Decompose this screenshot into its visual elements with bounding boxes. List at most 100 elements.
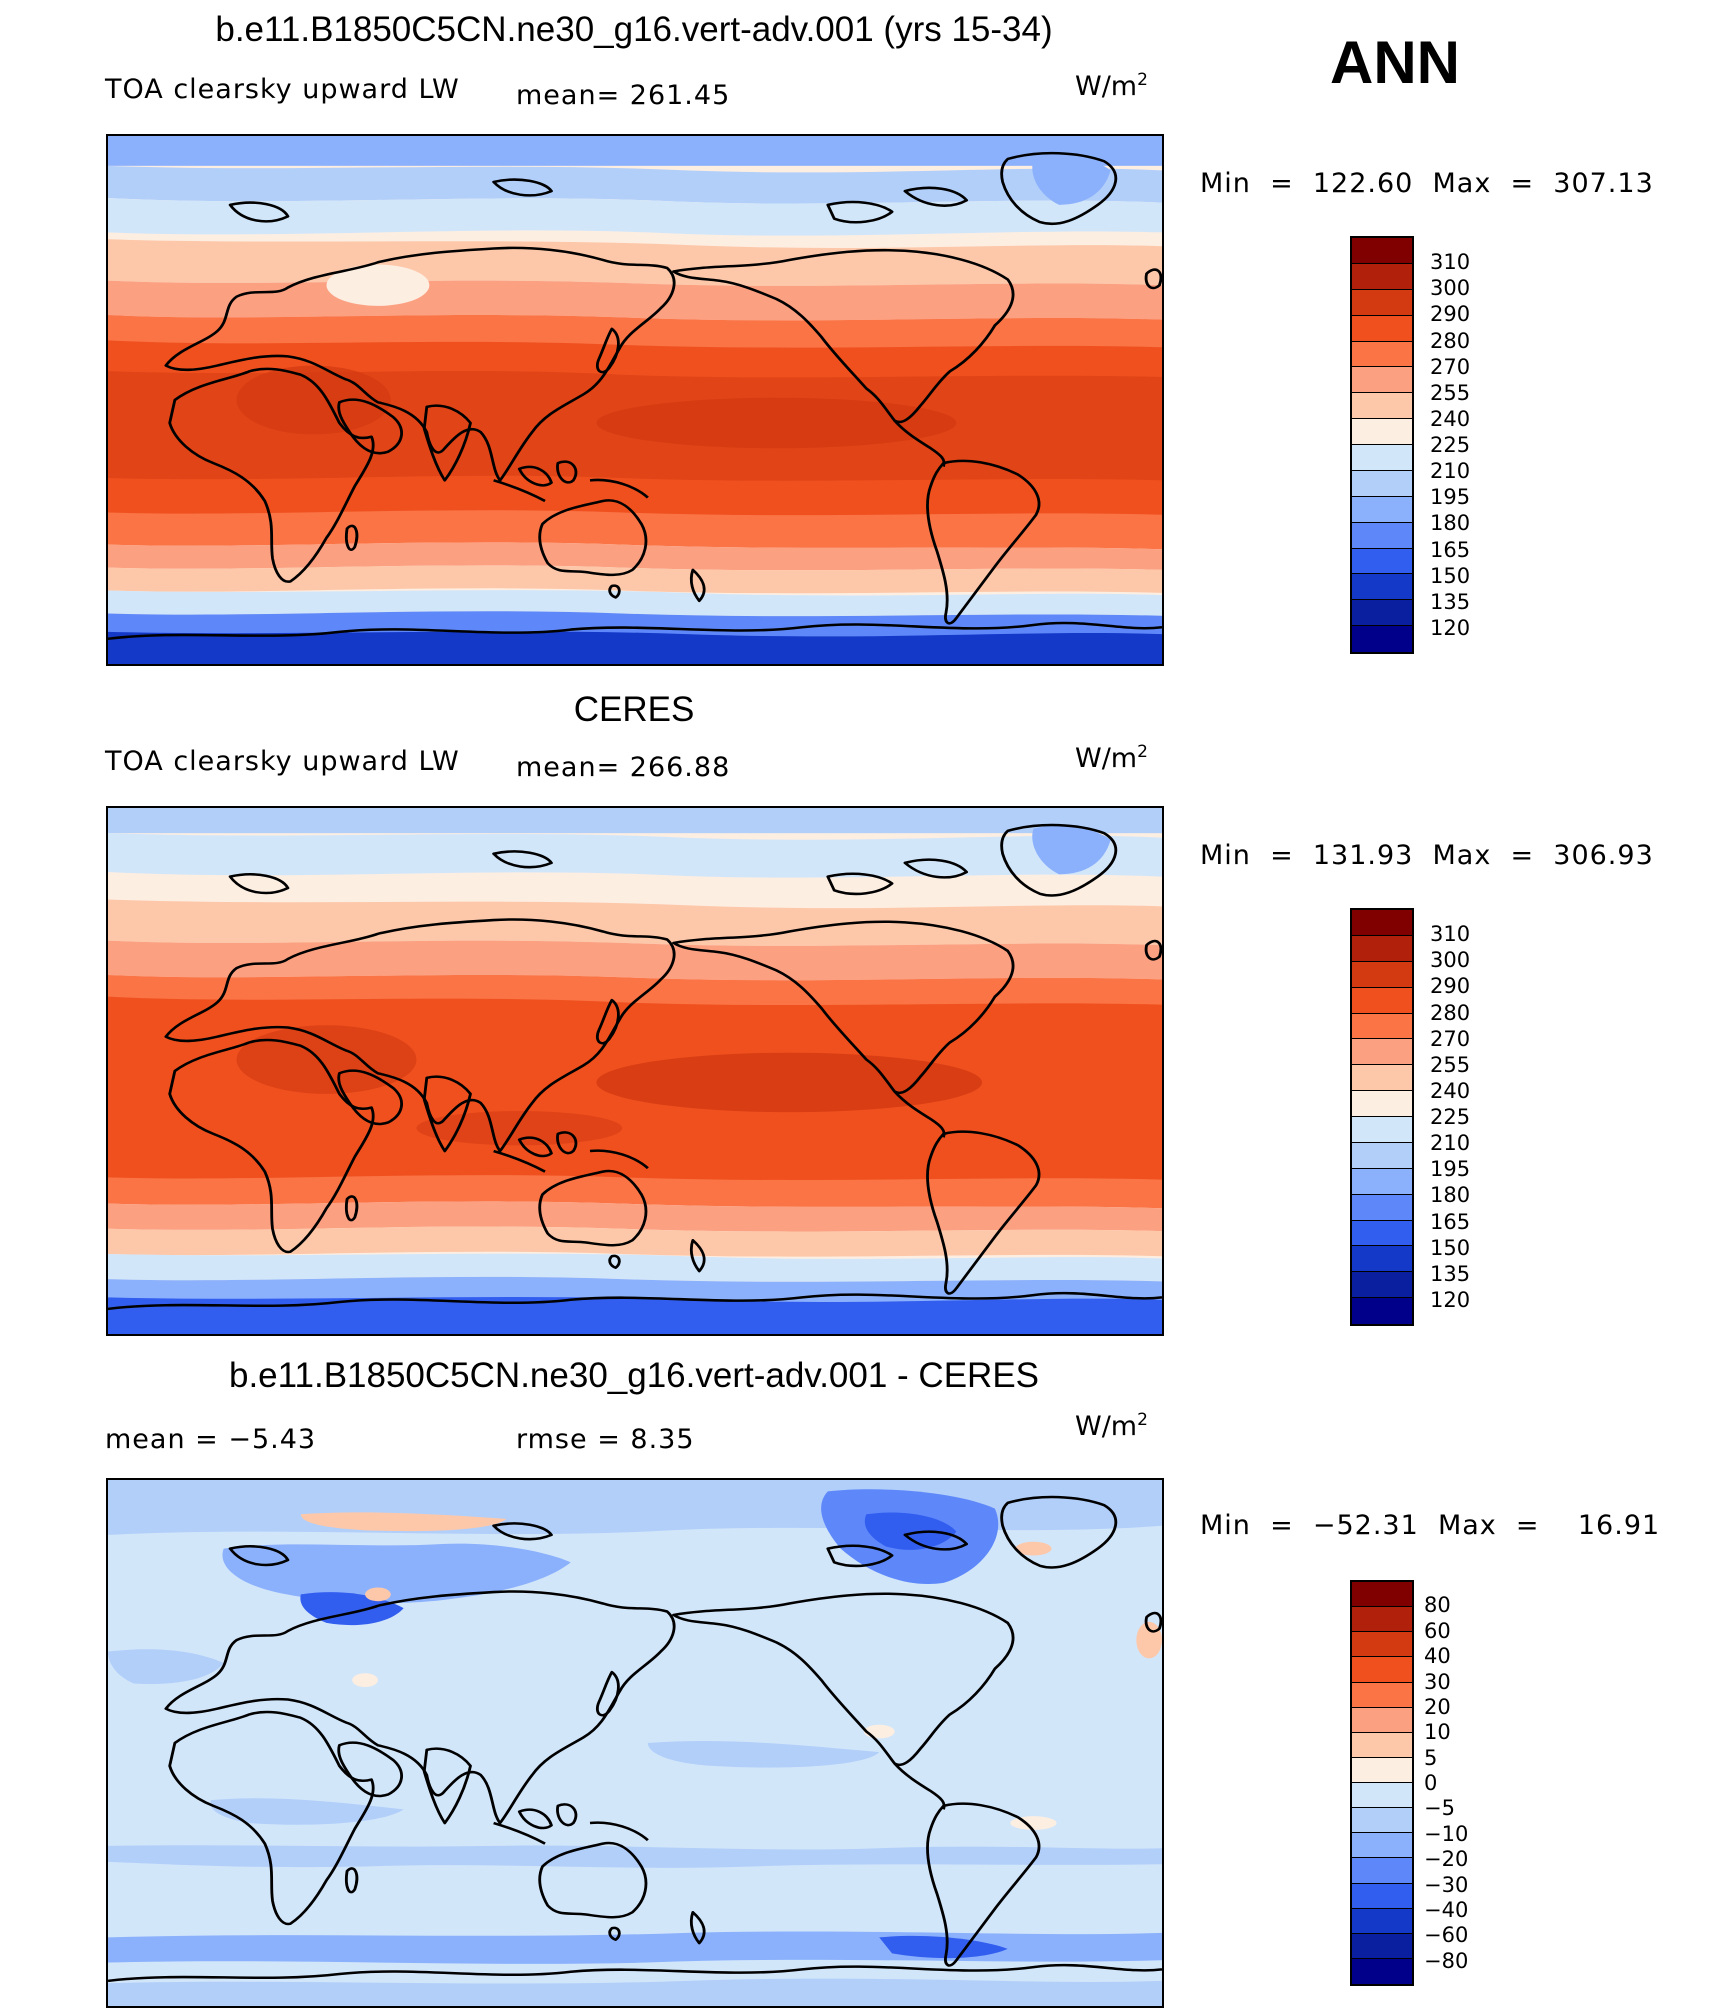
colorbar-label: −30 — [1424, 1872, 1469, 1897]
panel2-map-field — [108, 808, 1162, 1334]
panel1-map — [106, 134, 1164, 666]
colorbar-swatch — [1352, 1065, 1412, 1092]
colorbar-label: 5 — [1424, 1745, 1438, 1770]
colorbar-label: 195 — [1430, 1157, 1471, 1182]
colorbar-swatch — [1352, 1091, 1412, 1117]
colorbar-swatch — [1352, 1682, 1412, 1708]
colorbar-label: 255 — [1430, 380, 1471, 405]
panel1-map-field — [108, 136, 1162, 664]
colorbar-label: 0 — [1424, 1771, 1438, 1795]
colorbar-label: 270 — [1430, 1026, 1471, 1051]
colorbar-label: 290 — [1430, 302, 1471, 327]
colorbar-swatch — [1352, 1298, 1412, 1324]
colorbar-swatch — [1352, 1607, 1412, 1633]
colorbar-label: 300 — [1430, 276, 1471, 301]
panel1-minmax: Min = 122.60 Max = 307.13 — [1200, 168, 1654, 199]
panel2-minmax: Min = 131.93 Max = 306.93 — [1200, 840, 1654, 871]
colorbar-swatch — [1352, 626, 1412, 652]
colorbar-swatch — [1352, 1933, 1412, 1959]
colorbar-label: −40 — [1424, 1897, 1469, 1922]
colorbar-swatch — [1352, 1908, 1412, 1934]
panel2-colorbar-labels: 310 300 290 280 270 255 240 225 210 195 180 165 150 1… — [1430, 908, 1510, 1326]
colorbar-label: 120 — [1430, 1287, 1471, 1312]
panel3-map — [106, 1478, 1164, 2008]
colorbar-label: −5 — [1424, 1796, 1455, 1821]
colorbar-label: 210 — [1430, 459, 1471, 484]
colorbar-label: 60 — [1424, 1618, 1451, 1643]
colorbar-swatch — [1352, 1220, 1412, 1247]
colorbar-label: 225 — [1430, 1105, 1471, 1129]
colorbar-swatch — [1352, 935, 1412, 962]
colorbar-swatch — [1352, 1783, 1412, 1809]
season-label: ANN — [1330, 29, 1460, 96]
colorbar-label: 280 — [1430, 1000, 1471, 1025]
colorbar-label: 180 — [1430, 1183, 1471, 1208]
colorbar-swatch — [1352, 1657, 1412, 1683]
colorbar-swatch — [1352, 1858, 1412, 1884]
panel1-colorbar-labels: 310 300 290 280 270 255 240 225 210 195 180 165 150 1… — [1430, 236, 1510, 654]
colorbar-swatch — [1352, 445, 1412, 471]
colorbar-swatch — [1352, 341, 1412, 368]
colorbar-label: −20 — [1424, 1847, 1469, 1872]
colorbar-swatch — [1352, 522, 1412, 549]
colorbar-swatch — [1352, 289, 1412, 316]
colorbar-swatch — [1352, 987, 1412, 1014]
colorbar-label: 255 — [1430, 1052, 1471, 1077]
colorbar-label: 150 — [1430, 563, 1471, 588]
colorbar-swatch — [1352, 600, 1412, 627]
panel3-rmse-label: rmse = 8.35 — [516, 1424, 695, 1455]
colorbar-swatch — [1352, 1833, 1412, 1859]
colorbar-swatch — [1352, 910, 1412, 936]
panel2-colorbar — [1350, 908, 1414, 1326]
colorbar-swatch — [1352, 1808, 1412, 1834]
panel3-units: W/m2 — [1075, 1410, 1148, 1442]
panel3-minmax: Min = −52.31 Max = 16.91 — [1200, 1510, 1661, 1541]
panel1-colorbar — [1350, 236, 1414, 654]
colorbar-swatch — [1352, 1013, 1412, 1040]
colorbar-swatch — [1352, 1272, 1412, 1299]
colorbar-swatch — [1352, 1757, 1412, 1783]
colorbar-swatch — [1352, 315, 1412, 342]
colorbar-swatch — [1352, 1582, 1412, 1608]
colorbar-label: 300 — [1430, 948, 1471, 973]
colorbar-label: 150 — [1430, 1235, 1471, 1260]
colorbar-label: 180 — [1430, 511, 1471, 536]
colorbar-label: −60 — [1424, 1923, 1469, 1948]
colorbar-label: 165 — [1430, 537, 1471, 562]
colorbar-label: 240 — [1430, 1078, 1471, 1103]
panel1-variable-label: TOA clearsky upward LW — [105, 74, 460, 105]
colorbar-swatch — [1352, 1883, 1412, 1909]
colorbar-swatch — [1352, 1194, 1412, 1221]
colorbar-swatch — [1352, 1142, 1412, 1169]
panel3-title: b.e11.B1850C5CN.ne30_g16.vert-adv.001 - … — [228, 1356, 1040, 1395]
panel2-units: W/m2 — [1075, 742, 1148, 774]
colorbar-swatch — [1352, 1732, 1412, 1758]
colorbar-swatch — [1352, 393, 1412, 420]
colorbar-label: 80 — [1424, 1593, 1451, 1618]
panel2-title: CERES — [573, 690, 695, 729]
colorbar-swatch — [1352, 1168, 1412, 1195]
colorbar-label: 120 — [1430, 615, 1471, 640]
colorbar-label: 30 — [1424, 1669, 1451, 1694]
colorbar-swatch — [1352, 1958, 1412, 1984]
panel1-units: W/m2 — [1075, 70, 1148, 102]
colorbar-label: 310 — [1430, 250, 1471, 275]
colorbar-swatch — [1352, 238, 1412, 264]
colorbar-label: 310 — [1430, 922, 1471, 947]
panel3-colorbar — [1350, 1580, 1414, 1986]
colorbar-label: 290 — [1430, 974, 1471, 999]
panel1-title: b.e11.B1850C5CN.ne30_g16.vert-adv.001 (y… — [215, 10, 1053, 49]
colorbar-swatch — [1352, 419, 1412, 445]
colorbar-label: −80 — [1424, 1948, 1469, 1973]
colorbar-swatch — [1352, 1632, 1412, 1658]
colorbar-swatch — [1352, 1039, 1412, 1066]
panel3-colorbar-labels: 80 60 40 30 20 10 5 0 −5 −10 −20 −30 −40 −60 −80 — [1424, 1580, 1514, 1986]
colorbar-label: 10 — [1424, 1720, 1451, 1745]
colorbar-label: 135 — [1430, 589, 1471, 614]
colorbar-label: 240 — [1430, 406, 1471, 431]
colorbar-swatch — [1352, 367, 1412, 394]
colorbar-swatch — [1352, 1707, 1412, 1733]
colorbar-label: 20 — [1424, 1694, 1451, 1719]
colorbar-swatch — [1352, 263, 1412, 290]
colorbar-swatch — [1352, 470, 1412, 497]
